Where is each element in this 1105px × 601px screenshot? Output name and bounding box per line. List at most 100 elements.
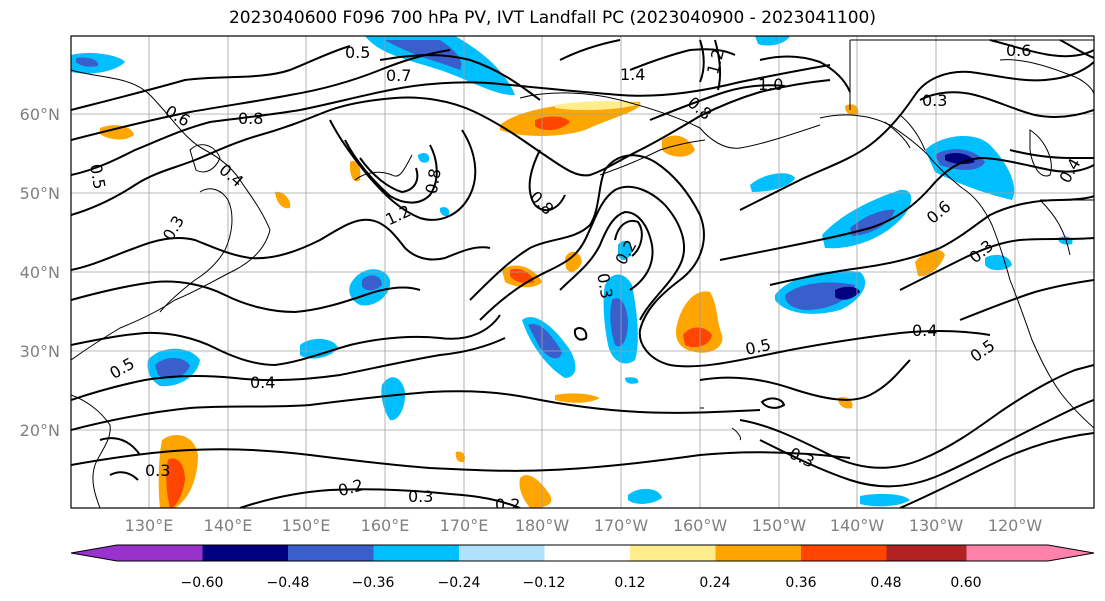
shade-negative: [528, 324, 562, 359]
shade-negative: [362, 275, 382, 291]
contour-label: 0.8: [238, 109, 263, 128]
contour-line: [71, 49, 451, 141]
contour-line: [71, 448, 851, 472]
shade-negative: [418, 152, 430, 163]
colorbar-swatch: [459, 545, 545, 561]
shade-negative: [755, 36, 790, 46]
colorbar-swatch: [373, 545, 459, 561]
contour-label: 1.4: [620, 65, 645, 84]
contour-line: [559, 210, 654, 291]
lat-label: 50°N: [20, 184, 60, 203]
colorbar-tick-label: 0.60: [950, 575, 981, 591]
contour-line: [959, 279, 1094, 321]
latitude-labels: 60°N 50°N 40°N 30°N 20°N: [20, 105, 60, 440]
contour-line: [649, 84, 786, 121]
contour-label: 0.3: [593, 272, 616, 300]
colorbar-tick-label: 0.12: [614, 575, 645, 591]
shade-negative: [618, 240, 632, 260]
colorbar-extend-high: [1048, 545, 1094, 561]
shade-negative: [628, 488, 662, 504]
lon-label: 120°W: [988, 516, 1043, 535]
map-title: 2023040600 F096 700 hPa PV, IVT Landfall…: [228, 8, 876, 28]
shade-positive: [455, 451, 465, 463]
shade-negative: [750, 173, 795, 192]
shade-negative: [300, 338, 338, 359]
lon-label: 160°W: [673, 516, 728, 535]
colorbar-tick-label: 0.36: [785, 575, 816, 591]
shade-positive: [683, 327, 712, 348]
colorbar-tick-label: −0.48: [267, 575, 310, 591]
contour-line: [769, 195, 1094, 286]
colorbar-swatch: [202, 545, 288, 561]
lon-label: 150°E: [282, 516, 331, 535]
contour-label: 0.5: [86, 162, 109, 190]
contour-line: [99, 437, 141, 481]
contour-line: [699, 359, 911, 401]
contour-line: [71, 314, 501, 367]
colorbar-tick-label: −0.60: [181, 575, 224, 591]
colorbar-swatch: [288, 545, 374, 561]
shade-positive: [555, 101, 640, 111]
shade-positive: [565, 251, 582, 272]
contour-line: [71, 280, 421, 314]
contour-line: [559, 39, 736, 71]
lon-label: 160°E: [361, 516, 410, 535]
colorbar-swatch: [801, 545, 887, 561]
colorbar-swatch: [630, 545, 716, 561]
colorbar-tick-label: −0.12: [523, 575, 566, 591]
contour-label: 0.3: [408, 487, 433, 506]
contour-label: 0.4: [250, 373, 275, 392]
shade-negative: [155, 357, 190, 379]
colorbar-tick-label: −0.36: [352, 575, 395, 591]
colorbar-swatch: [715, 545, 801, 561]
contour-line: [739, 364, 1094, 469]
shade-negative: [76, 57, 99, 67]
pv-contours: [71, 39, 1094, 508]
lon-label: 170°E: [440, 516, 489, 535]
colorbar-tick-label: 0.24: [699, 575, 730, 591]
contour-line: [1059, 39, 1094, 59]
shade-negative: [985, 254, 1012, 271]
contour-label: 1.0: [758, 75, 783, 94]
colorbar-swatch: [966, 545, 1048, 561]
contour-line: [344, 139, 438, 204]
shade-negative: [835, 286, 860, 300]
contour-label: 0.3: [145, 461, 170, 480]
contour-line: [899, 237, 1094, 291]
contour-label: 0.3: [922, 91, 947, 110]
contour-line: [71, 337, 506, 401]
colorbar-extend-low: [71, 545, 117, 561]
contour-line: [528, 149, 566, 212]
shade-positive: [510, 268, 534, 284]
lon-label: 130°E: [125, 516, 174, 535]
contour-line: [469, 154, 991, 368]
colorbar-swatch: [886, 545, 967, 561]
shade-positive: [662, 135, 695, 157]
shade-negative: [381, 377, 406, 421]
contour-line: [71, 218, 491, 271]
shade-positive: [845, 104, 859, 116]
contour-line: [329, 119, 477, 221]
contour-line: [71, 64, 831, 176]
lon-label: 180°W: [515, 516, 570, 535]
contour-line: [699, 39, 722, 91]
contour-line: [573, 327, 588, 341]
contour-line: [359, 157, 419, 194]
colorbar-outline: [70, 544, 1095, 562]
shade-positive: [100, 125, 134, 140]
shade-positive: [519, 475, 552, 508]
contour-line: [239, 488, 521, 508]
colorbar: −0.60 −0.48 −0.36 −0.24 −0.12 0.12 0.24 …: [70, 544, 1095, 591]
lat-label: 30°N: [20, 342, 60, 361]
colorbar-swatch: [117, 545, 203, 561]
shade-positive: [275, 191, 291, 209]
shade-negative: [860, 493, 910, 507]
contour-line: [71, 390, 761, 431]
contour-line: [760, 397, 786, 409]
longitude-labels: 130°E 140°E 150°E 160°E 170°E 180°W 170°…: [125, 516, 1043, 535]
contour-line: [899, 432, 1094, 508]
contour-line: [1009, 149, 1094, 159]
contour-line: [759, 399, 1094, 488]
colorbar-tick-label: −0.24: [438, 575, 481, 591]
